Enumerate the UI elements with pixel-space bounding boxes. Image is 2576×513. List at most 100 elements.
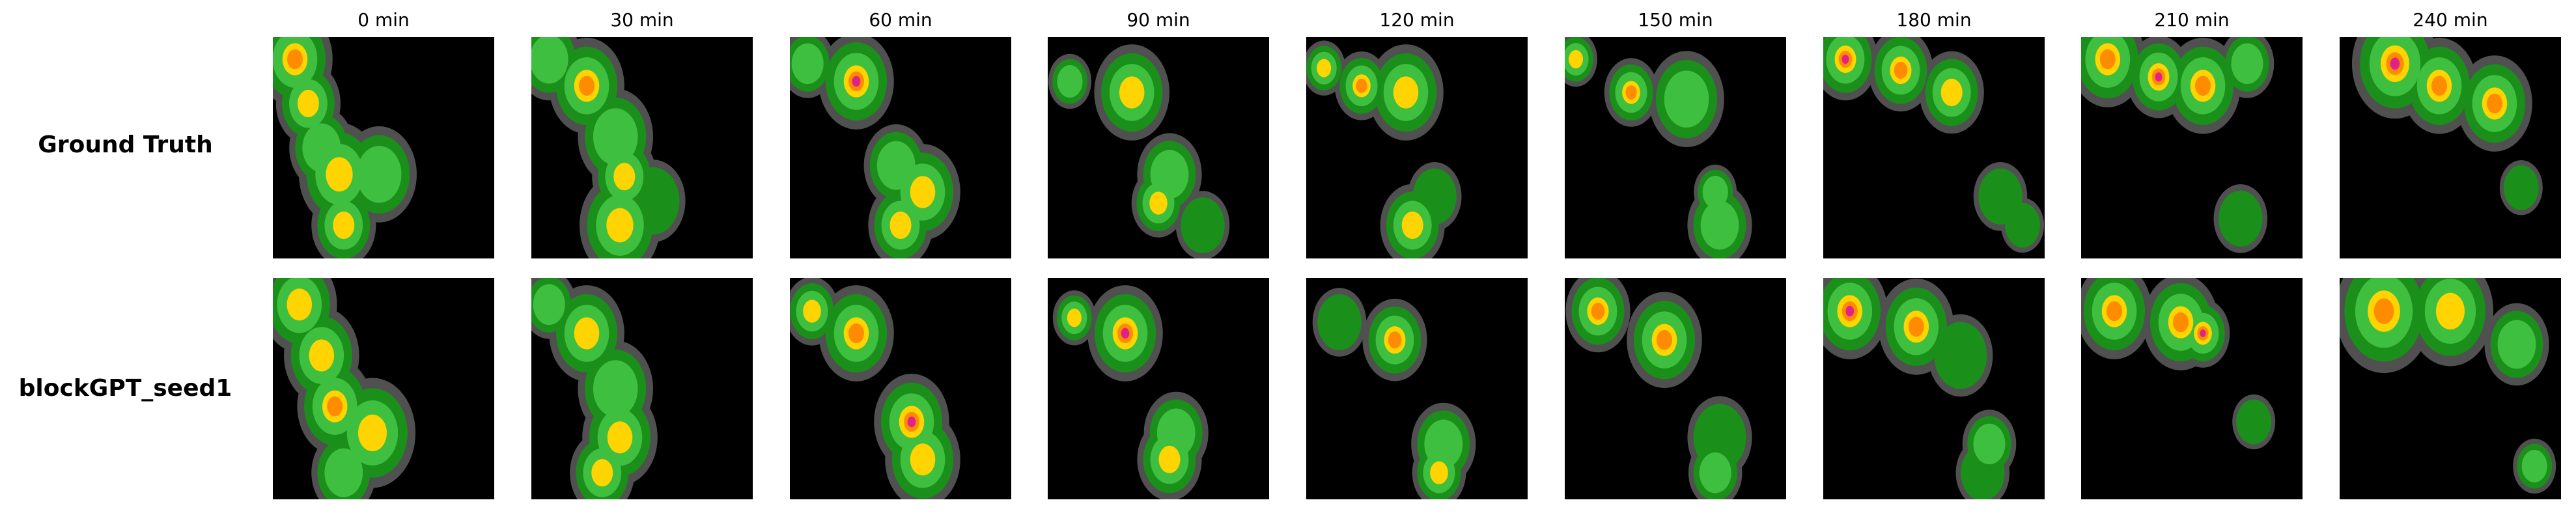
radar-field: [531, 37, 753, 258]
echo-high: [910, 443, 936, 476]
echo-high: [1149, 191, 1168, 215]
radar-field: [1823, 37, 2045, 258]
echo-high: [1393, 76, 1419, 109]
echo-very-high: [327, 396, 343, 417]
echo-very-high: [579, 76, 595, 96]
ground-truth-panel: [1306, 37, 1528, 258]
column-title: 210 min: [2154, 9, 2230, 31]
radar-field: [273, 278, 494, 499]
echo-high: [309, 339, 335, 372]
echo-very-high: [848, 323, 864, 344]
echo-high: [1430, 461, 1448, 484]
ground-truth-panel: [273, 37, 494, 258]
echo-very-high: [1625, 85, 1637, 100]
prediction-panel: [273, 278, 494, 499]
radar-field: [790, 37, 1011, 258]
echo-high: [613, 163, 636, 191]
echo-mid: [791, 43, 824, 85]
radar-field: [2340, 278, 2561, 499]
radar-field: [2081, 37, 2303, 258]
echo-high: [910, 176, 936, 208]
prediction-panel: [1048, 278, 1269, 499]
echo-very-high: [1908, 316, 1924, 337]
echo-very-high: [1388, 331, 1402, 349]
ground-truth-panel: [531, 37, 753, 258]
echo-very-high: [1591, 302, 1605, 320]
echo-low: [2236, 399, 2272, 445]
radar-field: [531, 278, 753, 499]
prediction-panel: [1565, 278, 1786, 499]
echo-high: [358, 414, 387, 452]
prediction-panel: [2340, 278, 2561, 499]
echo-high: [606, 208, 634, 243]
echo-high: [1317, 59, 1332, 77]
echo-mid: [2231, 43, 2263, 85]
echo-mid: [2497, 320, 2536, 369]
row-label-ground-truth: Ground Truth: [38, 132, 213, 158]
prediction-panel: [790, 278, 1011, 499]
radar-field: [1565, 278, 1786, 499]
echo-high: [591, 459, 613, 487]
echo-high: [1569, 49, 1583, 69]
echo-mid: [1702, 176, 1728, 208]
row-label-blockgpt-seed1: blockGPT_seed1: [18, 375, 232, 402]
echo-low: [2005, 202, 2040, 248]
prediction-panel: [1306, 278, 1528, 499]
echo-high: [1067, 309, 1082, 327]
echo-extreme: [1845, 305, 1855, 317]
prediction-panel: [1823, 278, 2045, 499]
echo-high: [333, 211, 355, 240]
echo-extreme: [2155, 72, 2163, 82]
ground-truth-panel: [1565, 37, 1786, 258]
ground-truth-panel: [2340, 37, 2561, 258]
echo-extreme: [852, 76, 861, 87]
prediction-panel: [531, 278, 753, 499]
echo-mid: [1699, 452, 1731, 493]
echo-extreme: [2390, 57, 2400, 70]
echo-mid: [593, 360, 638, 417]
column-title: 60 min: [869, 9, 932, 31]
echo-very-high: [1356, 78, 1367, 93]
echo-extreme: [1121, 327, 1130, 339]
echo-low: [2219, 190, 2263, 247]
echo-mid: [1700, 201, 1739, 250]
radar-field: [1823, 278, 2045, 499]
echo-extreme: [2200, 329, 2206, 337]
column-title: 150 min: [1638, 9, 1713, 31]
ground-truth-panel: [790, 37, 1011, 258]
echo-very-high: [2487, 93, 2502, 114]
echo-low: [1317, 294, 1362, 350]
radar-field: [1565, 37, 1786, 258]
column-title: 240 min: [2413, 9, 2488, 31]
radar-field: [1048, 278, 1269, 499]
radar-field: [1048, 37, 1269, 258]
echo-high: [1119, 76, 1145, 109]
echo-very-high: [2195, 76, 2211, 96]
echo-extreme: [907, 416, 916, 428]
column-title: 120 min: [1379, 9, 1455, 31]
ground-truth-panel: [2081, 37, 2303, 258]
echo-low: [1181, 197, 1225, 253]
radar-field: [1306, 278, 1528, 499]
echo-mid: [2521, 450, 2547, 482]
echo-mid: [1664, 70, 1709, 128]
column-title: 0 min: [357, 9, 410, 31]
column-title: 180 min: [1896, 9, 1972, 31]
echo-mid: [1057, 65, 1083, 98]
echo-high: [287, 288, 313, 321]
echo-very-high: [2431, 76, 2447, 96]
echo-mid: [356, 146, 402, 203]
radar-field: [1306, 37, 1528, 258]
echo-very-high: [287, 49, 303, 70]
echo-high: [1401, 211, 1423, 240]
column-title: 30 min: [610, 9, 674, 31]
radar-field: [2340, 37, 2561, 258]
echo-very-high: [1657, 329, 1672, 350]
echo-very-high: [2373, 298, 2394, 324]
echo-high: [297, 89, 319, 118]
echo-mid: [533, 284, 565, 326]
echo-high: [803, 299, 821, 323]
radar-field: [790, 278, 1011, 499]
echo-very-high: [2099, 49, 2116, 70]
